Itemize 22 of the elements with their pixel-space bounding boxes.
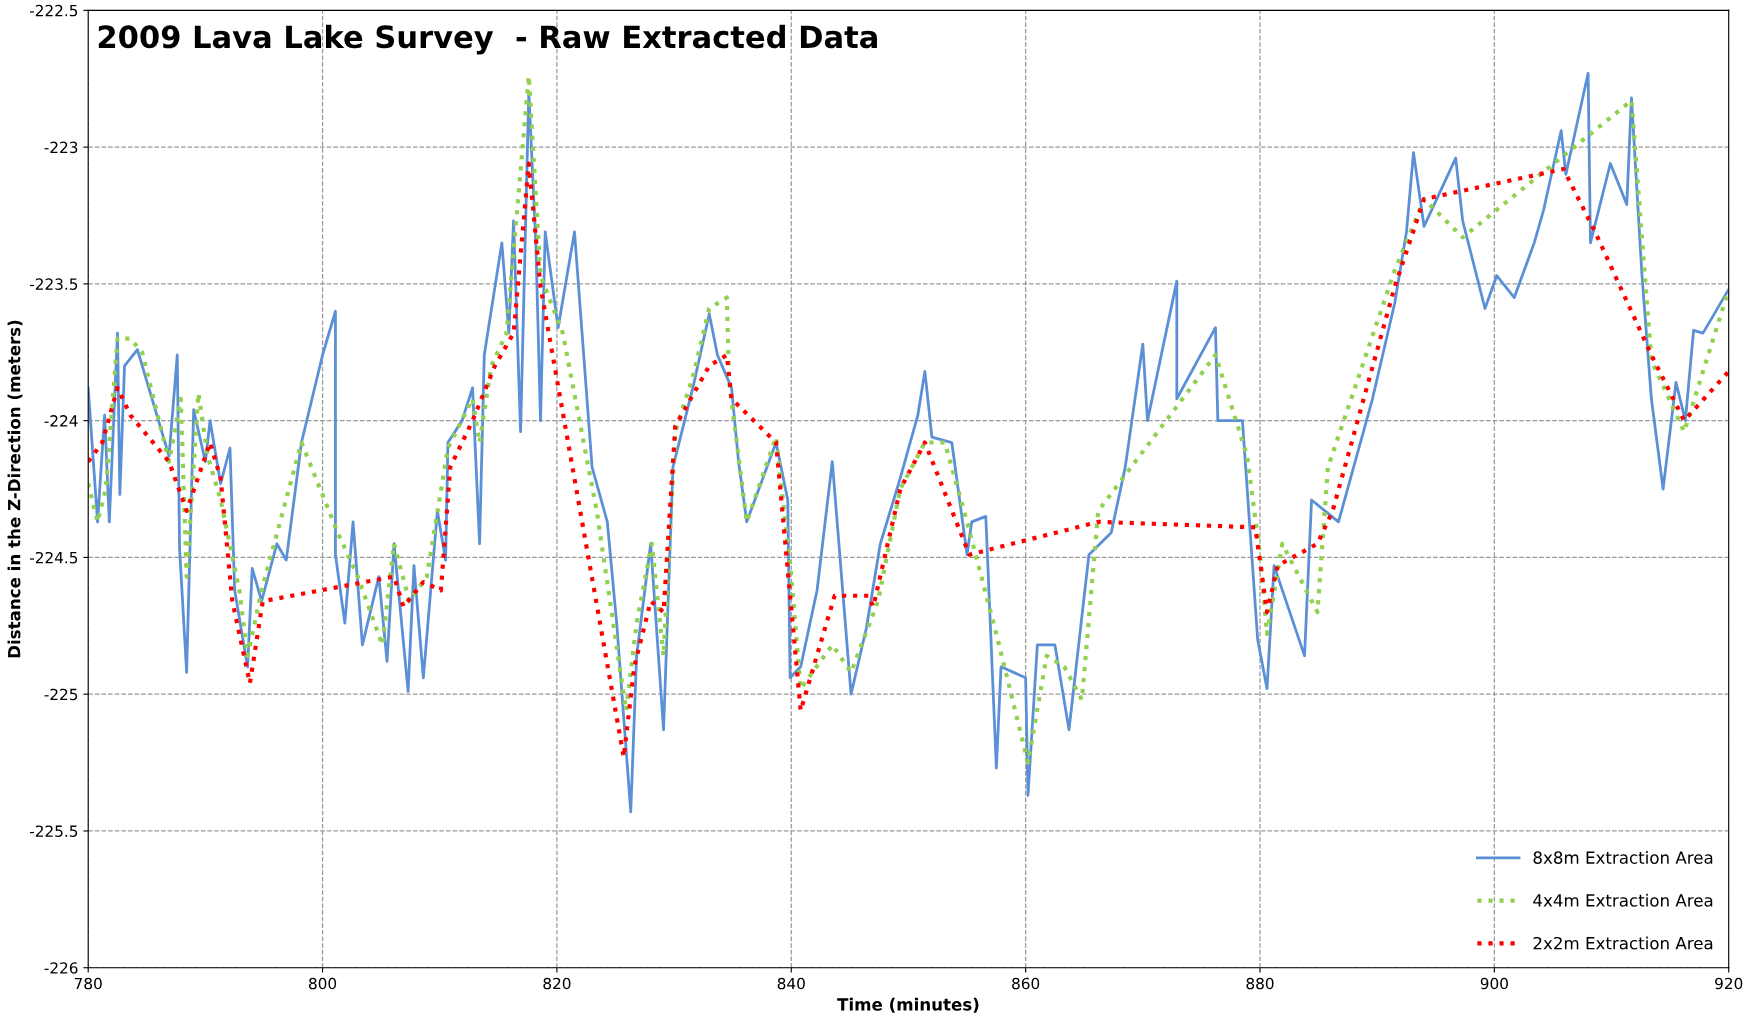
x-tick-label: 840 xyxy=(777,977,805,990)
y-tick-label: -225 xyxy=(44,688,78,701)
x-tick-label: 780 xyxy=(74,977,102,990)
y-tick-label: -225.5 xyxy=(29,825,78,837)
x-tick-label: 920 xyxy=(1715,977,1743,990)
legend-label: 8x8m Extraction Area xyxy=(1533,851,1713,864)
x-tick-label: 900 xyxy=(1480,977,1508,990)
y-tick-label: -223 xyxy=(44,141,78,154)
chart-title: 2009 Lava Lake Survey - Raw Extracted Data xyxy=(98,24,877,55)
x-tick-label: 820 xyxy=(543,977,571,990)
x-tick-label: 880 xyxy=(1246,977,1274,990)
y-tick-label: -226 xyxy=(44,962,78,974)
x-tick-label: 860 xyxy=(1012,977,1040,990)
x-tick-label: 800 xyxy=(309,977,337,990)
y-tick-label: -222.5 xyxy=(29,4,78,17)
y-tick-label: -224 xyxy=(44,415,78,427)
legend-label: 2x2m Extraction Area xyxy=(1533,936,1713,950)
x-axis-title: Time (minutes) xyxy=(837,997,979,1013)
y-tick-label: -223.5 xyxy=(29,278,78,290)
legend-label: 4x4m Extraction Area xyxy=(1533,893,1713,907)
y-tick-label: -224.5 xyxy=(29,551,78,564)
y-axis-title: Distance in the Z-Direction (meters) xyxy=(7,320,23,658)
